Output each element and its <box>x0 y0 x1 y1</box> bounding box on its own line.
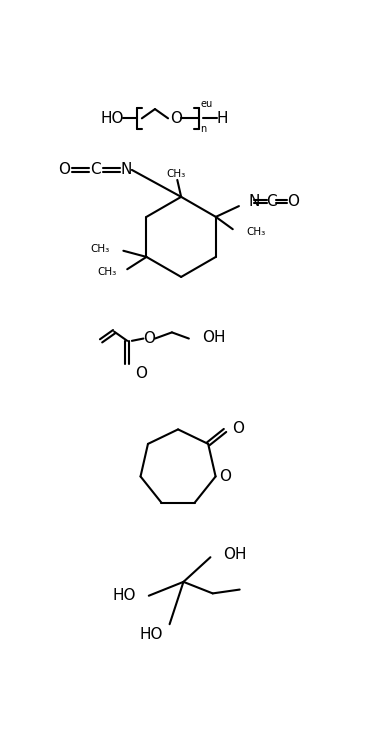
Text: N: N <box>248 194 259 209</box>
Text: HO: HO <box>100 111 124 126</box>
Text: OH: OH <box>223 547 247 562</box>
Text: HO: HO <box>112 588 136 603</box>
Text: O: O <box>170 111 182 126</box>
Text: O: O <box>287 194 299 209</box>
Text: O: O <box>143 331 155 346</box>
Text: CH₃: CH₃ <box>97 267 117 277</box>
Text: O: O <box>232 421 244 436</box>
Text: O: O <box>58 162 70 177</box>
Text: OH: OH <box>202 329 225 344</box>
Text: CH₃: CH₃ <box>90 244 110 254</box>
Text: CH₃: CH₃ <box>247 227 266 237</box>
Text: C: C <box>91 162 101 177</box>
Text: O: O <box>135 366 147 381</box>
Text: H: H <box>216 111 228 126</box>
Text: n: n <box>201 124 207 134</box>
Text: HO: HO <box>140 627 163 643</box>
Text: CH₃: CH₃ <box>166 169 185 179</box>
Text: eu: eu <box>201 99 213 109</box>
Text: C: C <box>266 194 277 209</box>
Text: O: O <box>219 469 231 484</box>
Text: N: N <box>121 162 132 177</box>
